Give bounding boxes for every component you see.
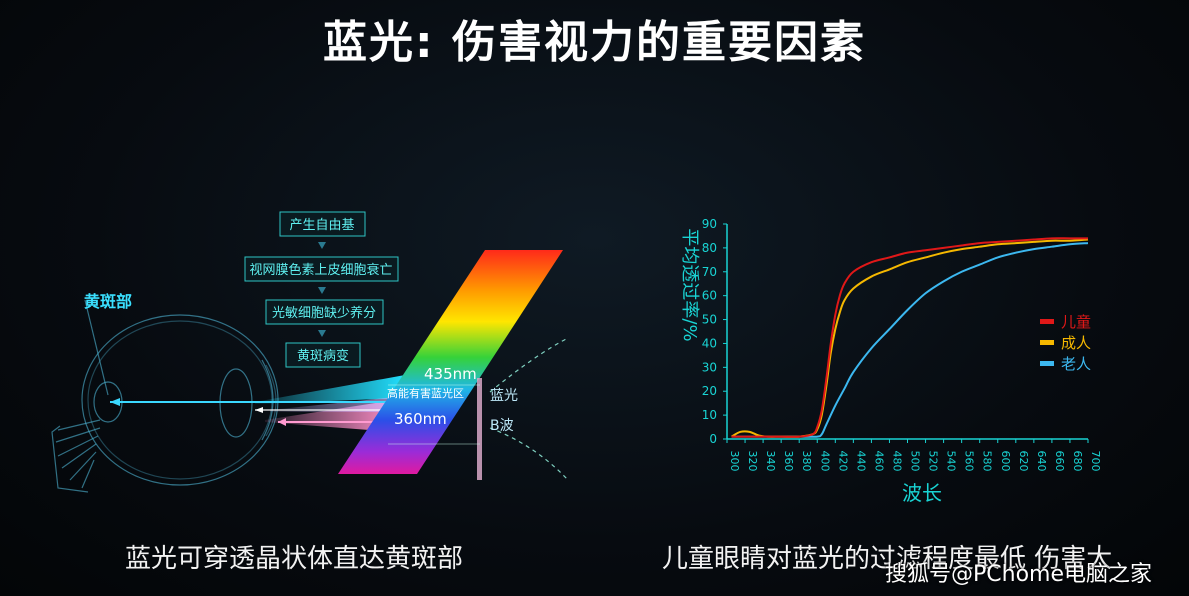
- series-line-0: [731, 237, 1088, 438]
- x-tick-label: 660: [1053, 451, 1066, 472]
- x-tick-label: 600: [999, 451, 1012, 472]
- y-tick-label: 30: [702, 360, 717, 374]
- y-tick-label: 60: [702, 289, 717, 303]
- series-line-1: [731, 238, 1089, 438]
- x-tick-label: 460: [872, 451, 885, 472]
- chart-axes: 0 10 20 30 40 50 60 70 80 90 300 320 340 360 380 400 420…: [702, 217, 1102, 472]
- legend-label: 儿童: [1061, 313, 1091, 331]
- chart-series: [731, 237, 1089, 438]
- step-1: 产生自由基: [289, 218, 354, 233]
- x-tick-label: 700: [1089, 451, 1102, 472]
- legend-label: 老人: [1061, 355, 1091, 373]
- legend-label: 成人: [1061, 334, 1091, 352]
- light-spectrum: [338, 250, 563, 474]
- lavender-beam: [270, 397, 395, 412]
- x-tick-label: 440: [854, 451, 867, 472]
- y-tick-label: 40: [702, 336, 717, 350]
- eye-diagram: 产生自由基 视网膜色素上皮细胞衰亡 光敏细胞缺少养分 黄斑病变 黄斑部 435n…: [51, 211, 569, 493]
- x-tick-label: 640: [1035, 451, 1048, 472]
- right-caption: 儿童眼睛对蓝光的过滤程度最低 伤害大: [662, 544, 1113, 574]
- y-tick-label: 70: [702, 265, 717, 279]
- x-tick-label: 360: [782, 451, 795, 472]
- step-2: 视网膜色素上皮细胞衰亡: [249, 262, 392, 278]
- x-tick-label: 300: [728, 451, 741, 472]
- x-tick-label: 680: [1071, 451, 1084, 472]
- page-title: 蓝光: 伤害视力的重要因素: [323, 17, 866, 68]
- y-tick-label: 10: [702, 408, 717, 422]
- x-tick-label: 540: [945, 451, 958, 472]
- step-4: 黄斑病变: [297, 348, 349, 364]
- y-axis-label: 平均透过率/%: [679, 228, 700, 341]
- y-tick-label: 80: [702, 241, 717, 255]
- x-tick-label: 340: [764, 451, 777, 472]
- label-blue-light: 蓝光: [490, 388, 518, 404]
- x-tick-label: 580: [981, 451, 994, 472]
- x-tick-label: 500: [909, 451, 922, 472]
- label-360nm: 360nm: [394, 410, 447, 428]
- x-tick-label: 560: [963, 451, 976, 472]
- y-tick-label: 0: [709, 432, 717, 446]
- left-caption: 蓝光可穿透晶状体直达黄斑部: [125, 544, 464, 574]
- y-tick-label: 90: [702, 217, 717, 231]
- x-tick-label: 320: [746, 451, 759, 472]
- label-b-wave: B波: [490, 418, 514, 434]
- watermark: 搜狐号@PChome电脑之家: [885, 562, 1152, 587]
- x-tick-label: 520: [927, 451, 940, 472]
- x-tick-label: 380: [800, 451, 813, 472]
- eye-outline: [51, 299, 279, 493]
- label-435nm: 435nm: [424, 365, 477, 383]
- transmittance-chart: 0 10 20 30 40 50 60 70 80 90 300 320 340 360 380 400 420…: [679, 217, 1102, 505]
- y-tick-label: 20: [702, 384, 717, 398]
- x-tick-label: 620: [1017, 451, 1030, 472]
- legend-swatch: [1040, 340, 1054, 345]
- harm-steps: 产生自由基 视网膜色素上皮细胞衰亡 光敏细胞缺少养分 黄斑病变: [244, 211, 399, 368]
- series-line-2: [731, 242, 1089, 438]
- blue-light-beam: [255, 375, 405, 404]
- x-tick-label: 400: [818, 451, 831, 472]
- label-harmful-zone: 高能有害蓝光区: [387, 386, 464, 400]
- x-tick-label: 480: [890, 451, 903, 472]
- x-tick-label: 420: [836, 451, 849, 472]
- macula-label: 黄斑部: [84, 292, 132, 311]
- legend-swatch: [1040, 319, 1054, 324]
- y-tick-label: 50: [702, 313, 717, 327]
- step-3: 光敏细胞缺少养分: [272, 305, 376, 321]
- legend-swatch: [1040, 361, 1054, 366]
- x-axis-label: 波长: [902, 481, 942, 505]
